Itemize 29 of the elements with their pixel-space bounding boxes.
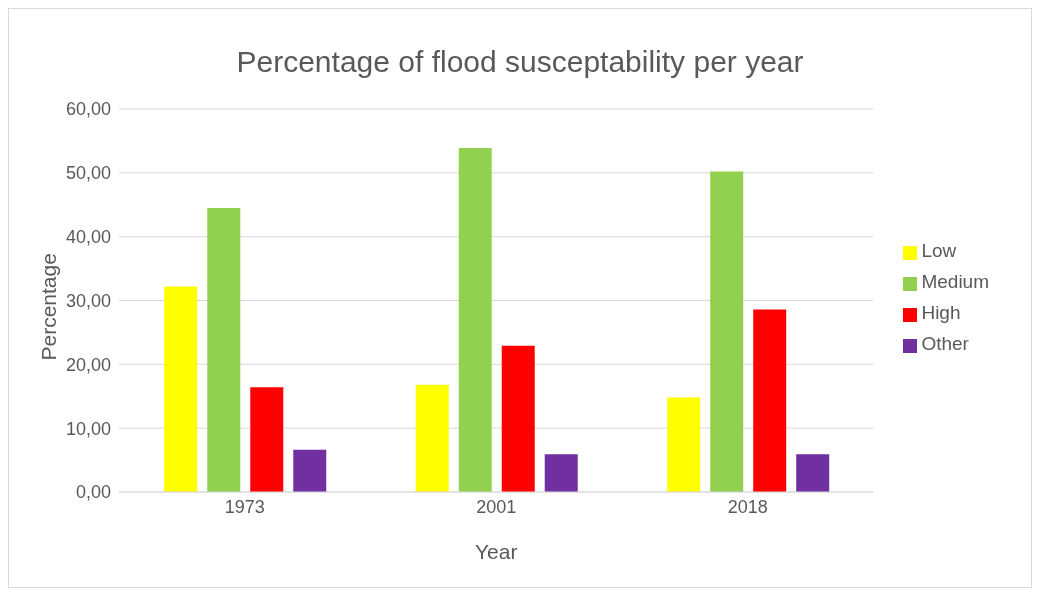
bar: [710, 171, 744, 492]
bar: [544, 454, 578, 492]
y-tick-label: 60,00: [65, 99, 111, 120]
x-tick-label: 2001: [476, 496, 517, 517]
x-axis-title: Year: [474, 540, 518, 563]
bar: [796, 454, 830, 492]
legend-label: Other: [921, 333, 969, 354]
legend-label: Medium: [921, 271, 989, 292]
legend-label: High: [921, 302, 961, 323]
bar: [501, 345, 535, 492]
y-tick-label: 30,00: [65, 290, 111, 311]
x-tick-label: 2018: [727, 496, 768, 517]
y-tick-label: 20,00: [65, 354, 111, 375]
y-axis-title: Percentage: [37, 253, 61, 361]
y-tick-label: 10,00: [65, 418, 111, 439]
bar: [293, 449, 327, 492]
bar: [164, 286, 198, 492]
bar: [667, 397, 701, 492]
bar: [458, 147, 492, 492]
chart-title: Percentage of flood susceptability per year: [235, 45, 805, 79]
bar: [207, 207, 241, 492]
bar: [250, 387, 284, 492]
legend-label: Low: [921, 240, 957, 261]
x-tick-label: 1973: [224, 496, 265, 517]
bar: [753, 309, 787, 492]
y-tick-label: 0,00: [75, 482, 111, 503]
y-tick-label: 40,00: [65, 227, 111, 248]
bar: [415, 384, 449, 492]
y-tick-label: 50,00: [65, 163, 111, 184]
